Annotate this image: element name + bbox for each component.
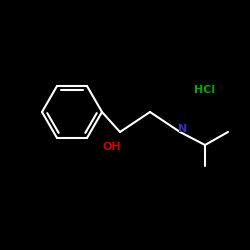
Text: N: N [178,124,188,134]
Text: HCl: HCl [194,85,216,95]
Text: OH: OH [103,142,121,152]
